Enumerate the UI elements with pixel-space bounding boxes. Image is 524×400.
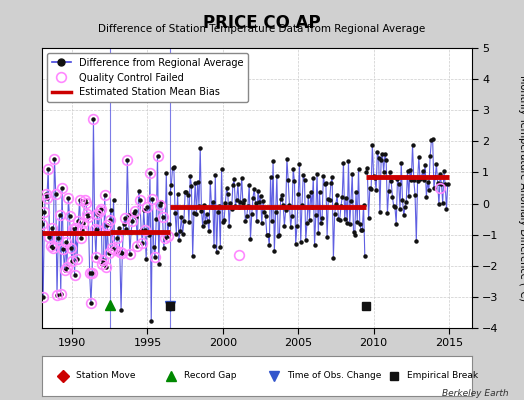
Text: Time of Obs. Change: Time of Obs. Change: [287, 372, 381, 380]
Text: Station Move: Station Move: [77, 372, 136, 380]
Text: Difference of Station Temperature Data from Regional Average: Difference of Station Temperature Data f…: [99, 24, 425, 34]
Text: Berkeley Earth: Berkeley Earth: [442, 389, 508, 398]
Text: Empirical Break: Empirical Break: [407, 372, 478, 380]
Y-axis label: Monthly Temperature Anomaly Difference (°C): Monthly Temperature Anomaly Difference (…: [518, 75, 524, 301]
Text: PRICE CO AP: PRICE CO AP: [203, 14, 321, 32]
Legend: Difference from Regional Average, Quality Control Failed, Estimated Station Mean: Difference from Regional Average, Qualit…: [47, 53, 248, 102]
Text: Record Gap: Record Gap: [184, 372, 236, 380]
